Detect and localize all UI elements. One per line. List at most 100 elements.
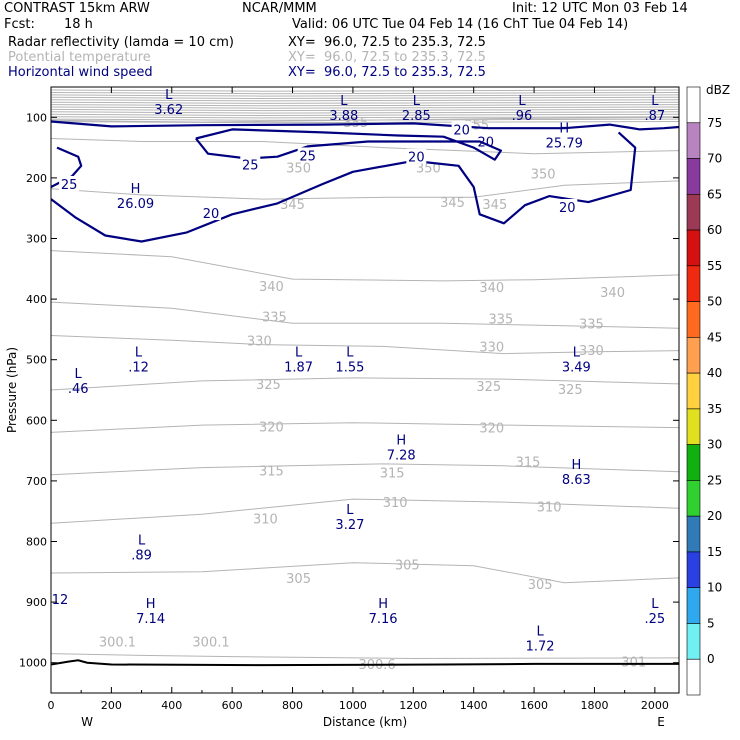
wind-contour-label: 20 [203, 207, 220, 222]
theta-contour-label: 310 [383, 496, 408, 511]
x-axis-label: Distance (km) [323, 715, 407, 729]
wind-contour-label: 25 [299, 149, 316, 164]
extremum-type: L [138, 534, 146, 549]
theta-contour-label: 345 [440, 196, 465, 211]
theta-contour-label: 315 [259, 465, 284, 480]
x-tick-label: 2000 [641, 699, 669, 712]
extremum-type: H [571, 458, 581, 473]
extremum-type: L [165, 88, 173, 103]
colorbar-level: 45 [707, 330, 722, 344]
y-tick-label: 400 [26, 293, 47, 306]
extremum-value: 7.14 [136, 612, 165, 627]
extremum-value: .12 [128, 361, 149, 376]
colorbar-level: 5 [707, 616, 715, 630]
field-2-name: Potential temperature [8, 50, 151, 65]
theta-contour-label: 320 [259, 420, 284, 435]
extremum-value: 25.79 [546, 136, 583, 151]
org-label: NCAR/MMM [242, 1, 317, 16]
theta-contour-label: 345 [280, 198, 305, 213]
x-tick-label: 1400 [460, 699, 488, 712]
theta-upper-line [51, 99, 679, 102]
wind-label-bg [297, 147, 318, 163]
field-2-xy: XY= 96.0, 72.5 to 235.3, 72.5 [288, 50, 486, 65]
x-tick-label: 200 [101, 699, 122, 712]
x-tick-label: 1600 [520, 699, 548, 712]
extremum-value: 3.88 [329, 109, 358, 124]
theta-contour-label: 350 [286, 162, 311, 177]
init-time: Init: 12 UTC Mon 03 Feb 14 [512, 1, 688, 16]
theta-contour-label: 325 [558, 383, 583, 398]
colorbar-level: 10 [707, 581, 722, 595]
extremum-value: .96 [512, 109, 533, 124]
fcst-value: 18 h [64, 17, 93, 32]
colorbar-level: 0 [707, 652, 715, 666]
extremum-type: L [651, 94, 659, 109]
edge-label: 12 [52, 593, 69, 608]
theta-upper-line [51, 106, 679, 109]
colorbar-level: 70 [707, 152, 722, 166]
wind-contour-label: 20 [408, 151, 425, 166]
colorbar-swatch [686, 480, 701, 517]
theta-contour [51, 463, 679, 476]
theta-contour [51, 562, 679, 584]
theta-contour-label: 315 [516, 456, 541, 471]
model-title: CONTRAST 15km ARW [4, 1, 150, 16]
y-tick-label: 300 [26, 233, 47, 246]
theta-upper-line [51, 111, 679, 114]
colorbar-level: 75 [707, 116, 722, 130]
extremum-value: 7.28 [387, 449, 416, 464]
y-tick-label: 700 [26, 475, 47, 488]
wind-speed-contour [51, 120, 679, 131]
theta-contour-label: 330 [579, 344, 604, 359]
y-tick-label: 600 [26, 414, 47, 427]
theta-contour-label: 345 [482, 198, 507, 213]
y-tick-label: 800 [26, 536, 47, 549]
colorbar-level: 50 [707, 295, 722, 309]
theta-contour [51, 116, 679, 123]
theta-contour-label: 300.1 [192, 635, 229, 650]
east-label: E [657, 715, 665, 729]
x-tick-label: 400 [161, 699, 182, 712]
theta-contour-label: 330 [479, 340, 504, 355]
field-3-name: Horizontal wind speed [8, 65, 153, 80]
extremum-type: L [346, 503, 354, 518]
wind-label-bg [201, 205, 222, 221]
theta-contour-label: 300.1 [99, 635, 136, 650]
wind-label-bg [475, 133, 496, 149]
theta-contour-label: 305 [395, 559, 420, 574]
colorbar-swatch [686, 587, 701, 624]
theta-contour [51, 498, 679, 524]
extremum-value: 1.87 [284, 361, 313, 376]
colorbar-swatch [686, 337, 701, 374]
y-tick-label: 1000 [19, 657, 47, 670]
x-tick-label: 1200 [399, 699, 427, 712]
theta-upper-line [51, 92, 679, 95]
extremum-value: .87 [645, 109, 666, 124]
colorbar-swatch [686, 265, 701, 302]
theta-upper-line [51, 89, 679, 92]
wind-contour-label: 25 [61, 178, 78, 193]
extremum-type: H [131, 182, 141, 197]
extremum-type: L [573, 346, 581, 361]
extremum-value: 7.16 [369, 612, 398, 627]
wind-contour-label: 25 [242, 159, 259, 174]
colorbar-swatch [686, 158, 701, 195]
theta-upper-line [51, 116, 679, 119]
extremum-value: 3.62 [154, 103, 183, 118]
plot-frame [50, 86, 680, 694]
theta-contour [51, 301, 679, 329]
colorbar-level: 30 [707, 438, 722, 452]
theta-contour [51, 180, 679, 200]
extremum-type: L [518, 94, 526, 109]
extremum-value: 3.27 [335, 518, 364, 533]
theta-contour [51, 250, 679, 282]
y-axis-label: Pressure (hPa) [5, 347, 19, 433]
theta-contour-label: 320 [479, 422, 504, 437]
y-tick-label: 100 [26, 111, 47, 124]
colorbar-level: 65 [707, 187, 722, 201]
extremum-type: L [536, 624, 544, 639]
extremum-value: 3.49 [562, 361, 591, 376]
wind-speed-contour [51, 131, 637, 243]
valid-time: Valid: 06 UTC Tue 04 Feb 14 (16 ChT Tue … [292, 17, 629, 32]
colorbar-swatch [686, 408, 701, 445]
